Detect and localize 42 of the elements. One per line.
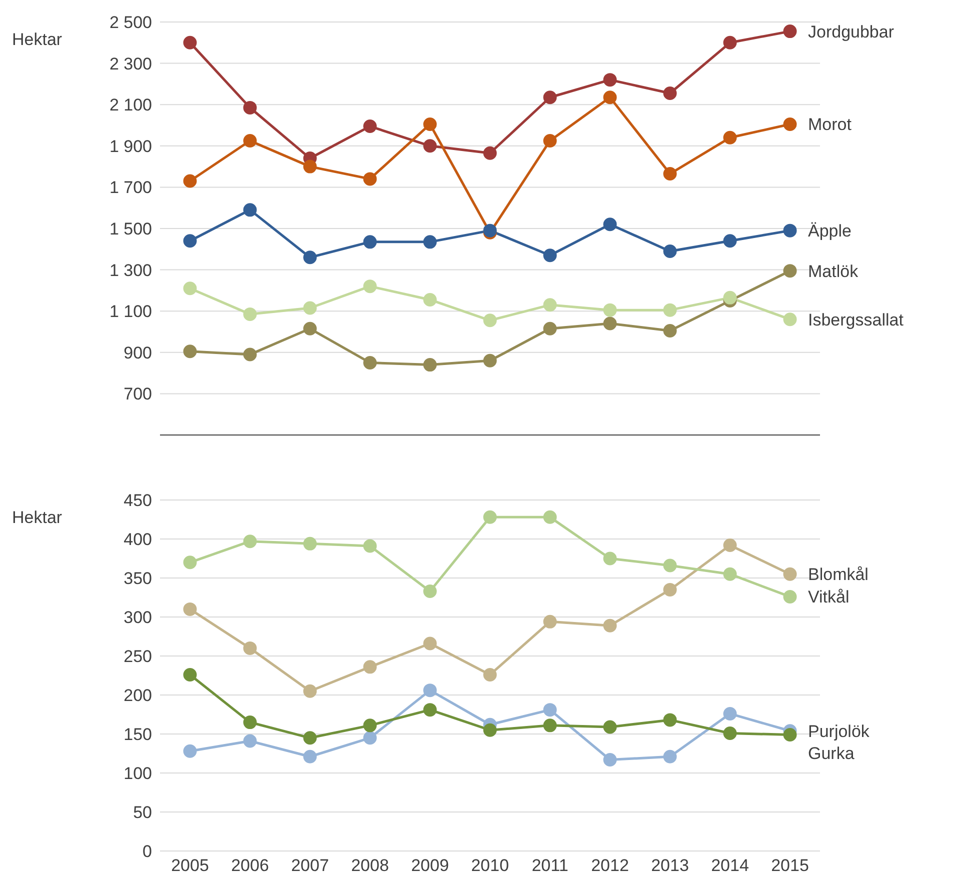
- x-tick-label: 2012: [591, 856, 629, 876]
- x-tick-label: 2014: [711, 856, 749, 876]
- y-tick-label: 1 500: [109, 220, 152, 238]
- y-tick-label: 50: [133, 803, 152, 822]
- y-tick-label: 450: [124, 491, 152, 510]
- series-label: Matlök: [808, 262, 859, 281]
- x-tick-label: 2013: [651, 856, 689, 876]
- series-label: Isbergssallat: [808, 310, 904, 330]
- y-axis-title: Hektar: [12, 30, 62, 50]
- series-label: Gurka: [808, 744, 855, 763]
- series-label: Purjolök: [808, 722, 870, 741]
- x-tick-label: 2015: [771, 856, 809, 876]
- y-tick-label: 0: [142, 842, 152, 861]
- y-tick-label: 1 100: [109, 302, 152, 322]
- y-tick-label: 200: [124, 686, 152, 705]
- y-tick-label: 400: [124, 530, 152, 549]
- series-label: Vitkål: [808, 588, 850, 607]
- y-tick-label: 350: [124, 569, 152, 588]
- y-tick-label: 700: [124, 384, 152, 404]
- y-tick-label: 1 300: [109, 260, 152, 280]
- x-tick-label: 2008: [351, 856, 389, 876]
- x-tick-label: 2006: [231, 856, 269, 876]
- y-tick-label: 2 100: [109, 96, 152, 115]
- x-tick-label: 2011: [532, 856, 568, 876]
- series-label: Äpple: [808, 222, 852, 241]
- y-tick-label: 2 300: [109, 54, 152, 74]
- y-tick-label: 150: [124, 725, 152, 744]
- x-tick-label: 2007: [291, 856, 329, 876]
- y-tick-label: 2 500: [109, 13, 152, 32]
- y-axis-title: Hektar: [12, 508, 62, 528]
- series-label: Jordgubbar: [808, 22, 894, 42]
- y-tick-label: 100: [124, 764, 152, 783]
- y-tick-label: 250: [124, 647, 152, 666]
- y-tick-label: 1 900: [109, 136, 152, 156]
- series-label: Blomkål: [808, 565, 868, 584]
- y-tick-label: 300: [124, 608, 152, 627]
- y-tick-label: 1 700: [109, 178, 152, 198]
- x-tick-label: 2010: [471, 856, 509, 876]
- x-tick-label: 2009: [411, 856, 449, 876]
- y-tick-label: 900: [124, 343, 152, 362]
- x-tick-label: 2005: [171, 856, 209, 876]
- series-label: Morot: [808, 115, 852, 134]
